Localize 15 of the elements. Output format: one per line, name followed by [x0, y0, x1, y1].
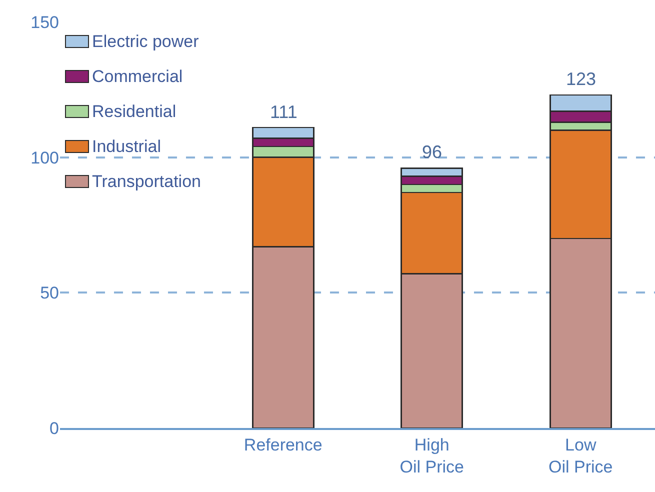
- legend-label: Industrial: [92, 136, 161, 156]
- x-tick-label: High Oil Price: [400, 435, 464, 476]
- legend-label: Electric power: [92, 32, 199, 52]
- total-label: 96: [422, 142, 442, 162]
- y-tick-label: 50: [40, 284, 59, 303]
- legend-label: Residential: [92, 102, 176, 122]
- total-label: 111: [270, 102, 298, 122]
- legend-label: Transportation: [92, 172, 201, 192]
- legend-label: Commercial: [92, 66, 183, 86]
- y-tick-label: 150: [30, 12, 59, 32]
- x-tick-label: Reference: [244, 435, 322, 454]
- x-tick-label: Low Oil Price: [548, 435, 613, 476]
- total-label: 123: [566, 69, 596, 89]
- y-tick-label: 100: [30, 148, 59, 168]
- y-tick-label: 0: [50, 418, 59, 438]
